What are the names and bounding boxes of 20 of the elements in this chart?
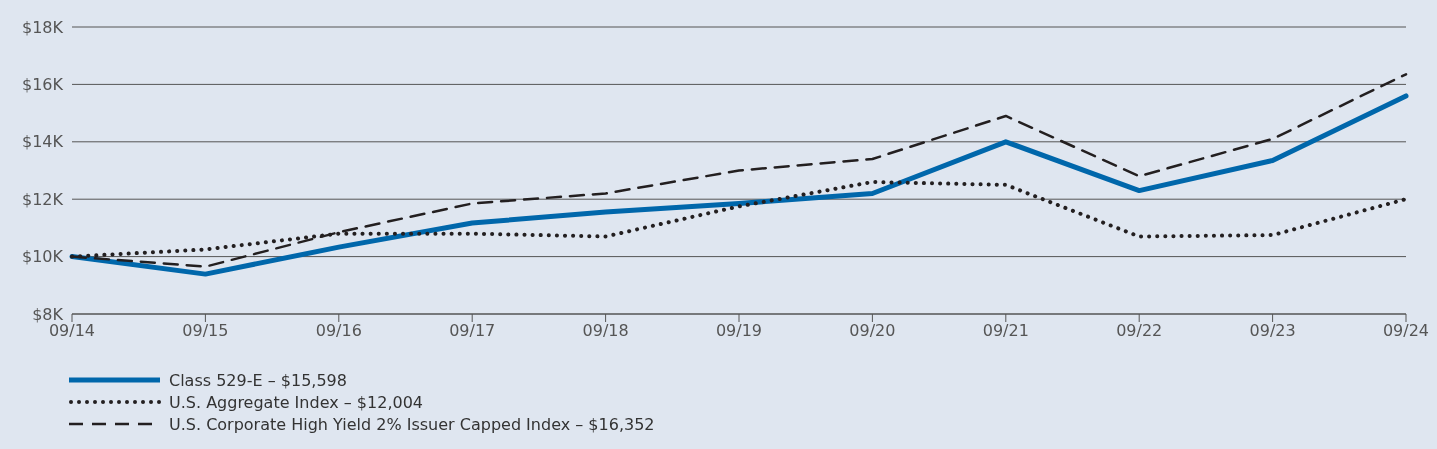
y-tick-label: $8K — [32, 304, 64, 324]
x-tick-label: 09/21 — [982, 321, 1029, 340]
legend-label: U.S. Aggregate Index – $12,004 — [169, 392, 423, 412]
y-tick-label: $10K — [21, 247, 64, 267]
x-tick-label: 09/22 — [1116, 321, 1163, 340]
x-tick-label: 09/16 — [315, 321, 362, 340]
x-tick-label: 09/23 — [1249, 321, 1296, 340]
x-tick-label: 09/19 — [715, 321, 763, 340]
legend-label: U.S. Corporate High Yield 2% Issuer Capped Index – $16,352 — [169, 414, 655, 434]
y-tick-label: $14K — [21, 132, 64, 152]
legend-label: Class 529-E – $15,598 — [169, 370, 347, 390]
x-tick-label: 09/20 — [849, 321, 896, 340]
y-tick-label: $18K — [21, 17, 64, 37]
x-tick-label: 09/17 — [449, 321, 496, 340]
x-tick-label: 09/18 — [582, 321, 629, 340]
y-tick-label: $16K — [21, 75, 64, 94]
y-tick-label: $12K — [21, 189, 64, 209]
x-tick-label: 09/15 — [182, 321, 229, 340]
x-tick-label: 09/14 — [48, 321, 96, 340]
x-tick-label: 09/24 — [1382, 321, 1430, 340]
